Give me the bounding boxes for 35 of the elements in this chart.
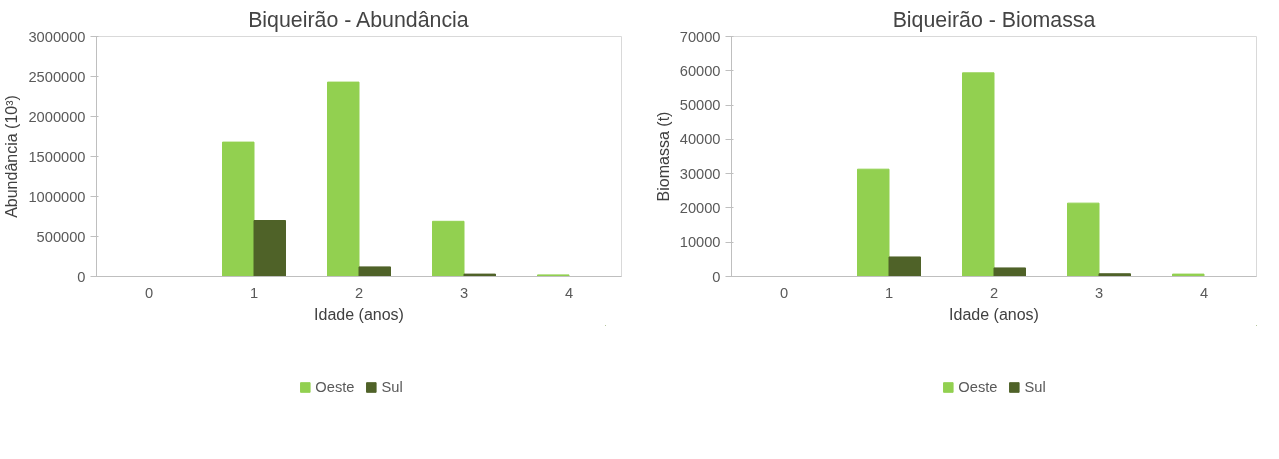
x-tick-label: 0: [779, 284, 789, 301]
y-tick-label: 50000: [679, 97, 721, 114]
y-tick-label: 500000: [36, 228, 86, 245]
x-tick-label: 3: [459, 284, 469, 301]
y-axis-title: Abundância (10³): [3, 95, 21, 218]
x-tick-label: 4: [1199, 284, 1209, 301]
x-tick-label: 2: [989, 284, 999, 301]
y-tick-label: 0: [712, 268, 721, 285]
x-axis-title: Idade (anos): [314, 305, 404, 323]
y-tick-label: 10000: [679, 234, 721, 251]
chart-title: Biqueirão - Abundância: [248, 7, 469, 32]
y-tick-label: 40000: [679, 131, 721, 148]
y-axis-title: Biomassa (t): [654, 111, 672, 202]
y-tick-label: 2000000: [28, 108, 86, 125]
y-tick-label: 1500000: [28, 148, 86, 165]
y-tick-label: 1000000: [28, 188, 86, 205]
y-tick-label: 20000: [679, 199, 721, 216]
legend-label: Oeste: [958, 379, 998, 395]
y-tick-label: 0: [77, 268, 86, 285]
y-tick-label: 60000: [679, 62, 721, 79]
x-tick-label: 1: [249, 284, 259, 301]
x-tick-label: 2: [354, 284, 364, 301]
legend-label: Sul: [1024, 379, 1046, 395]
y-tick-label: 3000000: [28, 28, 86, 45]
y-tick-label: 30000: [679, 165, 721, 182]
x-tick-label: 3: [1094, 284, 1104, 301]
x-tick-label: 1: [884, 284, 894, 301]
x-tick-label: 0: [144, 284, 154, 301]
x-axis-title: Idade (anos): [949, 305, 1039, 323]
x-tick-label: 4: [564, 284, 574, 301]
y-tick-label: 2500000: [28, 68, 86, 85]
y-tick-label: 70000: [679, 28, 721, 45]
legend-label: Oeste: [315, 379, 355, 395]
legend-label: Sul: [381, 379, 403, 395]
chart-title: Biqueirão - Biomassa: [892, 7, 1096, 32]
